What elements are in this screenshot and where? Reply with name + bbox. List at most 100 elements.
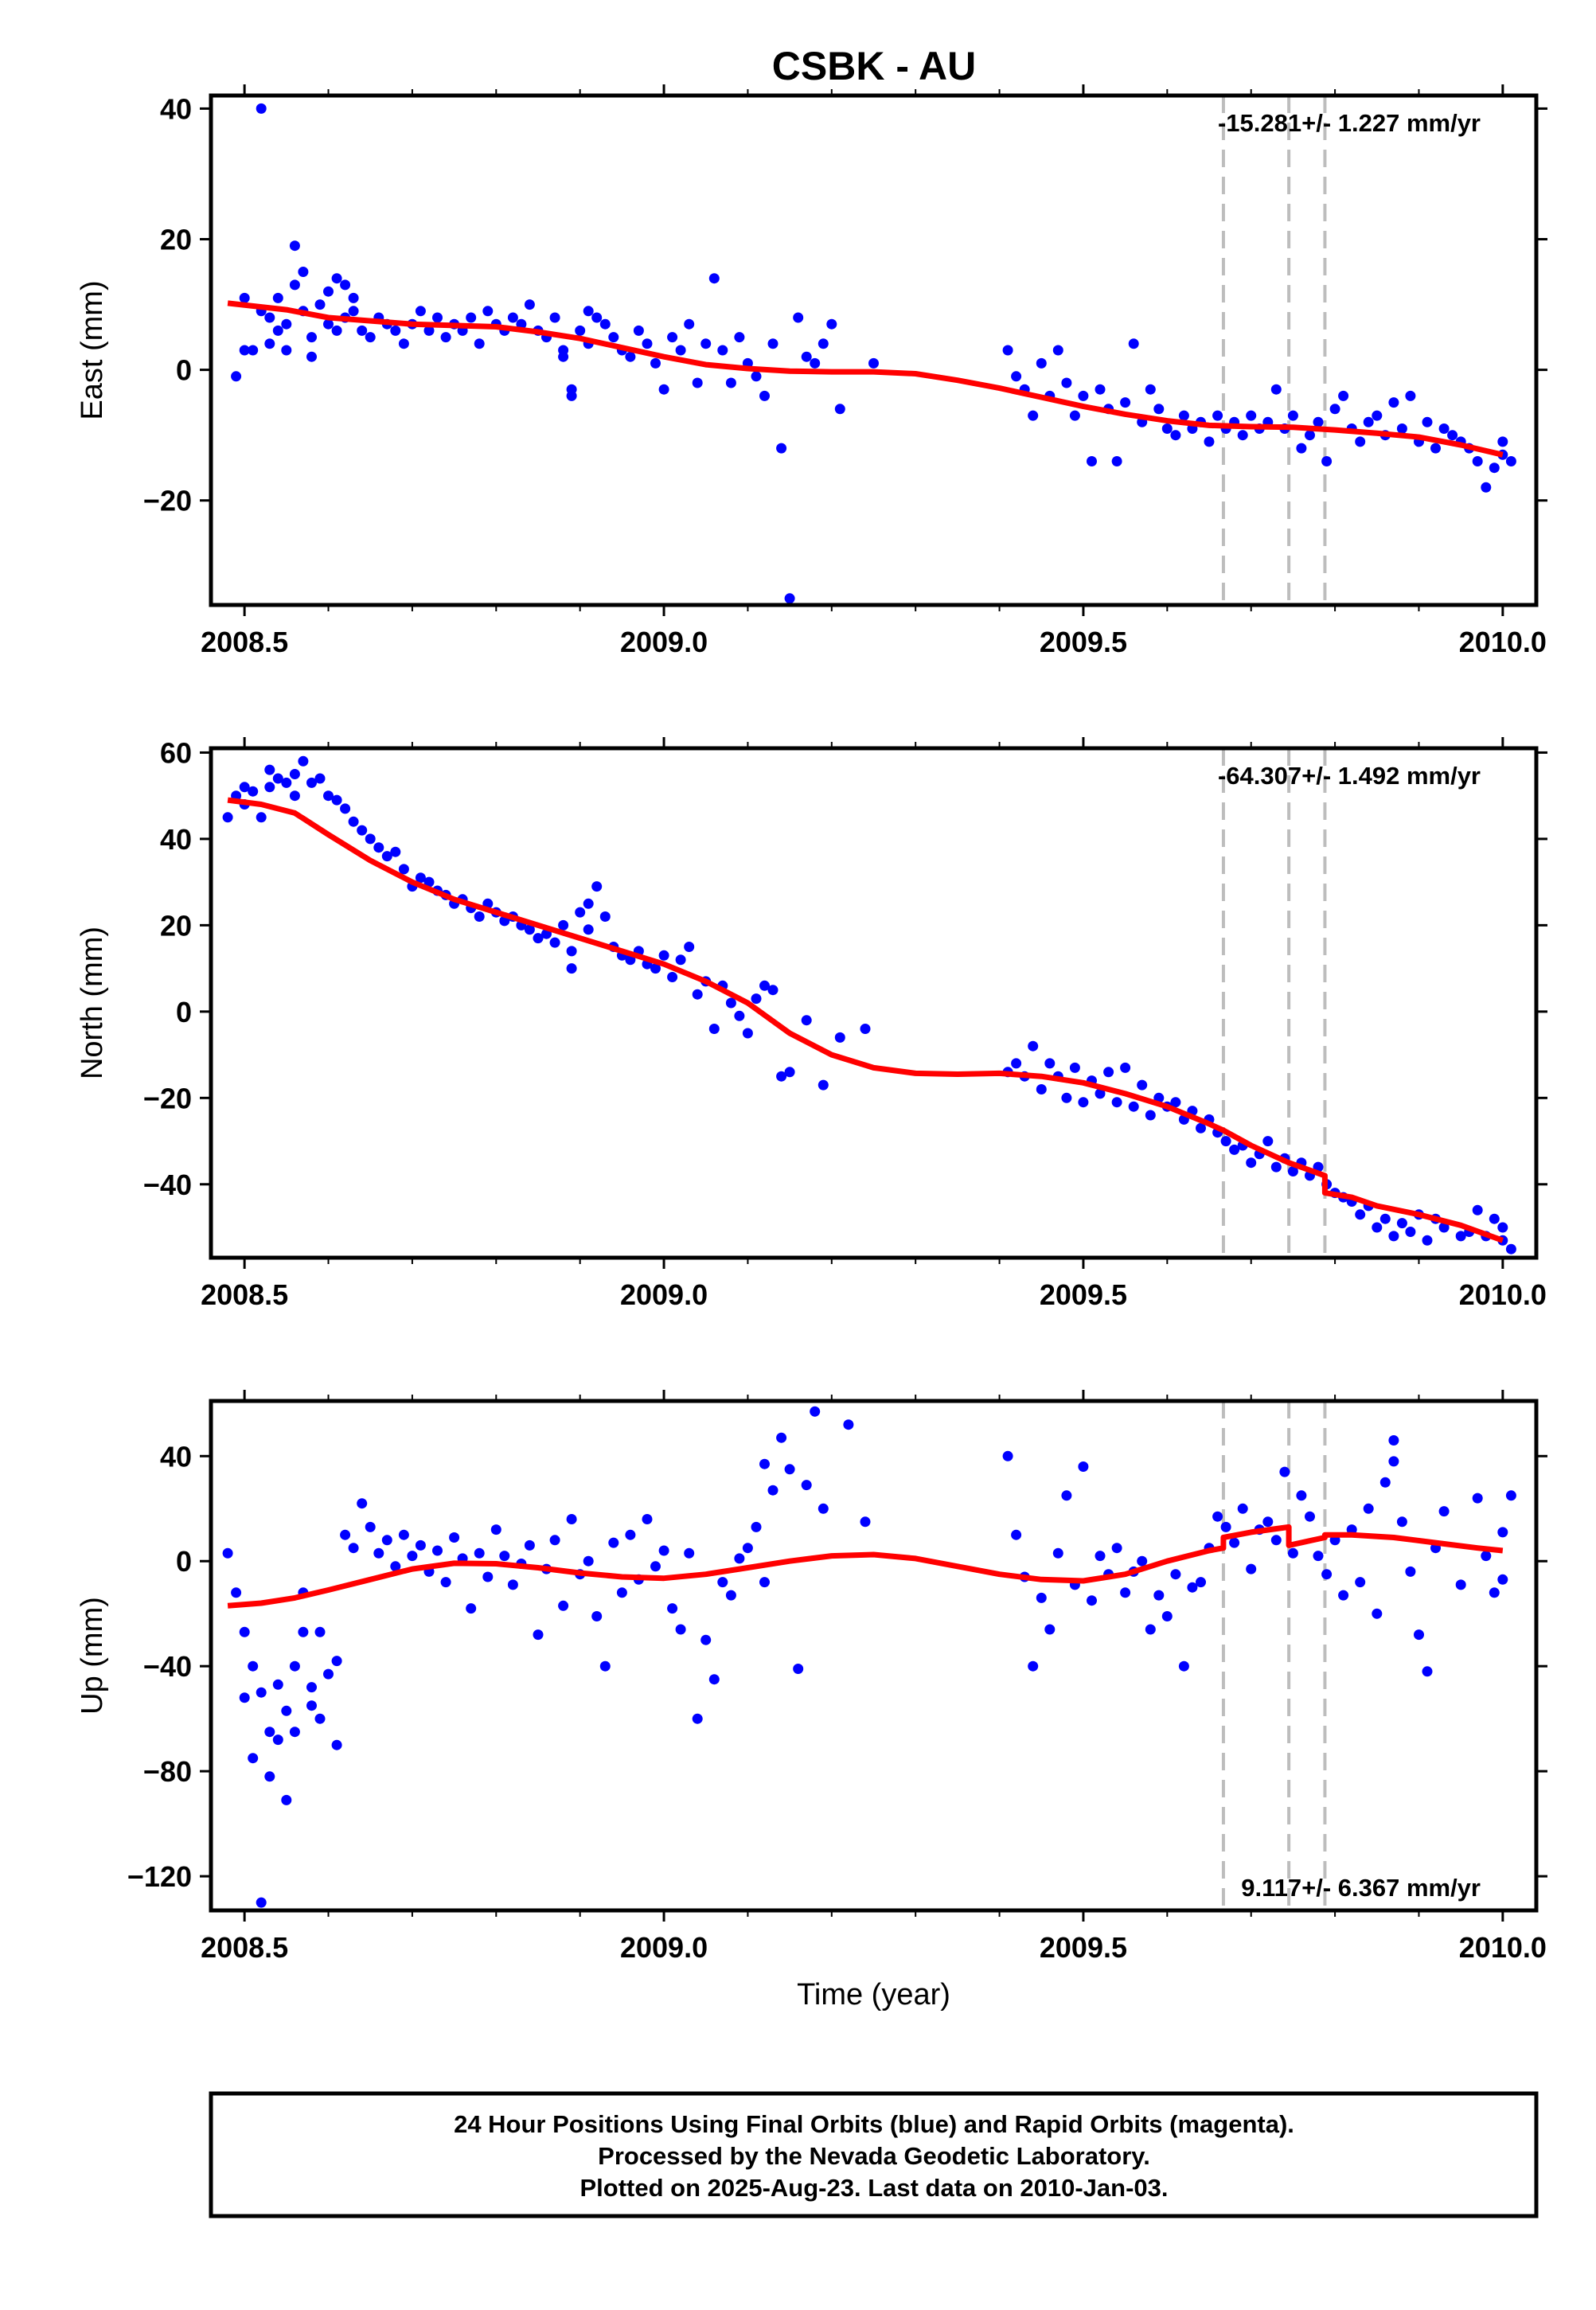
data-point (583, 898, 594, 909)
data-point (340, 279, 351, 291)
data-point (692, 1713, 703, 1724)
data-point (231, 1587, 242, 1598)
data-point (575, 907, 586, 918)
data-point (348, 1543, 359, 1554)
y-tick-label: −120 (127, 1860, 192, 1893)
data-point (767, 1485, 778, 1496)
panel-east: 2008.5 2009.0 2009.5 2010.0 40 20 0 −20 East (mm… (76, 84, 1547, 658)
data-point (1296, 443, 1307, 454)
data-point (1505, 456, 1516, 466)
data-point (1078, 390, 1089, 401)
data-point (440, 1577, 451, 1588)
data-point (1372, 410, 1383, 421)
data-point (1145, 1624, 1156, 1635)
data-point (583, 1555, 594, 1567)
data-point (1178, 1660, 1189, 1672)
data-point (860, 1024, 871, 1034)
data-point (692, 377, 703, 388)
data-point (423, 325, 435, 336)
y-tick-label: 0 (176, 996, 192, 1028)
data-point (708, 1674, 720, 1685)
y-axis-label: East (mm) (76, 280, 109, 419)
x-tick-label: 2008.5 (201, 1278, 288, 1311)
data-point (231, 371, 242, 382)
data-point (708, 273, 720, 284)
data-point (398, 338, 409, 349)
data-point (381, 851, 392, 862)
data-point (751, 993, 762, 1005)
data-point (1329, 404, 1340, 415)
data-point (1196, 1122, 1206, 1134)
data-point (1405, 390, 1416, 401)
data-point (1052, 1547, 1063, 1559)
data-point (776, 1432, 787, 1443)
data-point (306, 1700, 317, 1711)
data-point (449, 1532, 460, 1543)
data-point (348, 292, 359, 303)
data-point (390, 325, 401, 336)
x-tick-label: 2009.5 (1040, 626, 1127, 658)
data-point (357, 325, 368, 336)
x-tick-label: 2009.0 (620, 1278, 708, 1311)
data-point (1287, 410, 1298, 421)
data-point (1145, 384, 1156, 395)
data-point (516, 318, 527, 330)
x-tick-label: 2010.0 (1459, 1278, 1547, 1311)
data-point (1505, 1243, 1516, 1255)
data-point (1229, 1537, 1240, 1548)
x-tick-label: 2008.5 (201, 626, 288, 658)
data-point (1161, 423, 1173, 434)
page-title: CSBK - AU (772, 44, 976, 88)
y-tick-label: −20 (143, 1082, 192, 1114)
data-point (1061, 1092, 1072, 1103)
data-point (1204, 436, 1215, 447)
data-point (1212, 410, 1223, 421)
up-frame (209, 1399, 1539, 1913)
data-point (692, 989, 703, 1000)
data-point (591, 312, 603, 323)
data-point (566, 1514, 577, 1524)
data-point (675, 1624, 686, 1635)
data-point (1036, 1592, 1047, 1603)
data-point (759, 390, 770, 401)
data-point (323, 1668, 334, 1680)
data-point (298, 1626, 309, 1637)
y-tick-label: −40 (143, 1169, 192, 1201)
up-points (222, 1406, 1516, 1908)
y-tick-label: 40 (160, 823, 192, 856)
data-point (1220, 1136, 1231, 1147)
data-point (1246, 1157, 1257, 1169)
data-point (306, 1682, 317, 1693)
data-point (289, 1727, 300, 1738)
data-point (1161, 1611, 1173, 1621)
data-point (793, 1664, 804, 1674)
data-point (868, 357, 879, 369)
data-point (331, 1656, 342, 1667)
data-point (248, 1660, 259, 1672)
data-point (331, 794, 342, 806)
data-point (1363, 1503, 1374, 1514)
data-point (507, 1579, 518, 1590)
data-point (549, 937, 560, 948)
data-point (314, 1626, 326, 1637)
data-point (1120, 1587, 1131, 1598)
data-point (675, 954, 686, 966)
data-point (281, 1705, 292, 1716)
data-point (558, 351, 569, 362)
data-point (1111, 1097, 1122, 1108)
data-point (1212, 1511, 1223, 1522)
data-point (1087, 1595, 1097, 1606)
footer-line-3: Plotted on 2025-Aug-23. Last data on 201… (579, 2174, 1168, 2202)
data-point (801, 1480, 812, 1491)
data-point (281, 345, 292, 356)
data-point (1078, 1097, 1089, 1108)
data-point (1262, 1136, 1274, 1147)
data-point (708, 1024, 720, 1034)
data-point (298, 267, 309, 277)
y-tick-label: 60 (160, 736, 192, 769)
data-point (742, 1028, 753, 1039)
data-point (667, 1603, 678, 1614)
data-point (608, 1537, 619, 1548)
data-point (1405, 1227, 1416, 1237)
data-point (583, 924, 594, 935)
